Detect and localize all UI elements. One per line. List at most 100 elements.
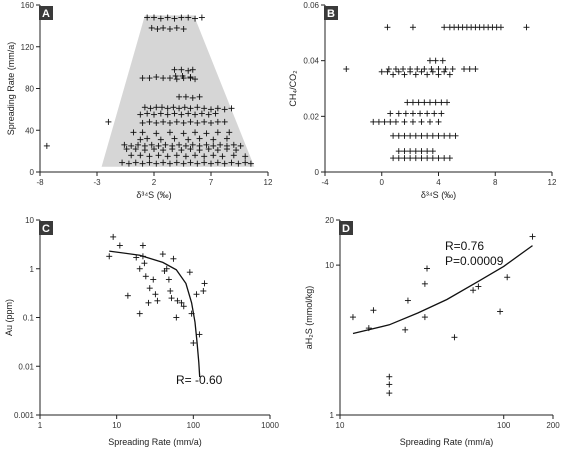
panel-a-point xyxy=(157,110,164,117)
panel-b-point xyxy=(401,148,408,155)
panel-b-point xyxy=(438,99,445,106)
panel-d-point xyxy=(402,326,409,333)
panel-c-point xyxy=(141,260,148,267)
panel-b-point xyxy=(426,118,433,125)
panel-a-y-tick-label: 80 xyxy=(25,85,34,94)
panel-c-point xyxy=(186,269,193,276)
panel-a-point xyxy=(105,118,112,125)
panel-d-point xyxy=(475,283,482,290)
panel-a-point xyxy=(217,141,224,148)
panel-c-point xyxy=(180,303,187,310)
panel-b-point xyxy=(387,118,394,125)
panel-b-point xyxy=(438,110,445,117)
panel-a-point xyxy=(221,160,228,167)
panel-a-point xyxy=(189,141,196,148)
panel-a-point xyxy=(151,111,157,118)
panel-a-x-tick-label: -8 xyxy=(36,178,44,187)
panel-b-point xyxy=(418,118,425,125)
panel-a-point xyxy=(182,93,189,100)
panel-b-point xyxy=(441,68,448,75)
panel-a-point xyxy=(192,15,199,22)
panel-a-point xyxy=(139,75,146,82)
panel-d-point xyxy=(386,390,393,397)
panel-c-point xyxy=(170,255,177,262)
panel-c-point xyxy=(142,273,149,280)
panel-c-point xyxy=(110,233,117,240)
panel-d-point xyxy=(470,287,477,294)
panel-a-point xyxy=(201,159,208,166)
panel-a-point xyxy=(151,14,157,21)
panel-b-point xyxy=(449,66,456,73)
panel-a-point xyxy=(146,75,153,82)
panel-b-point xyxy=(446,155,453,162)
panel-a-point xyxy=(181,104,188,111)
panel-a-point xyxy=(164,105,171,112)
panel-d-point xyxy=(386,381,393,388)
panel-b-point xyxy=(401,132,408,139)
panel-c-point xyxy=(139,253,146,260)
panel-a-y-axis-label: Spreading Rate (mm/a) xyxy=(6,42,16,136)
panel-a-point xyxy=(233,147,240,154)
panel-b-point xyxy=(441,155,448,162)
panel-a-point xyxy=(132,159,139,166)
panel-b-point xyxy=(407,155,414,162)
panel-a-point xyxy=(176,141,183,148)
panel-a-point xyxy=(242,153,249,160)
panel-b-point xyxy=(407,68,414,75)
panel-a-point xyxy=(223,146,230,153)
panel-a-y-tick-label: 0 xyxy=(30,168,35,177)
panel-b-point xyxy=(401,118,408,125)
panel-a-point xyxy=(192,76,199,83)
panel-d-x-tick-label: 10 xyxy=(336,421,345,430)
panel-b-point xyxy=(421,99,428,106)
panel-d-x-tick-label: 200 xyxy=(546,421,560,430)
panel-a-point xyxy=(158,104,165,111)
panel-d-point xyxy=(424,265,431,272)
panel-a-point xyxy=(128,152,135,159)
panel-d-point xyxy=(421,314,428,321)
panel-a-point xyxy=(146,153,153,160)
panel-a-point xyxy=(208,106,214,113)
panel-b-point xyxy=(418,132,425,139)
panel-d-x-tick-label: 100 xyxy=(497,421,511,430)
panel-a-point xyxy=(160,159,167,166)
panel-b-point xyxy=(392,118,399,125)
panel-a-point xyxy=(194,104,201,111)
panel-c-point xyxy=(193,291,200,298)
panel-a-point xyxy=(187,105,194,112)
panel-a-point xyxy=(198,110,205,117)
panel-b-x-tick-label: 12 xyxy=(548,178,557,187)
panel-b-point xyxy=(418,68,425,75)
panel-b-point xyxy=(401,71,408,78)
panel-b-point xyxy=(378,68,385,75)
panel-a-point xyxy=(198,14,205,21)
panel-b-point xyxy=(441,24,448,31)
panel-b-point xyxy=(426,57,433,64)
panel-b-point xyxy=(343,66,350,73)
panel-b-point xyxy=(442,66,449,73)
panel-a-point xyxy=(210,142,217,149)
panel-a-point xyxy=(160,24,167,31)
panel-a-point xyxy=(171,110,178,117)
panel-a-point xyxy=(208,119,214,126)
panel-a-point xyxy=(132,146,139,153)
panel-a-point xyxy=(242,159,249,166)
panel-a-point xyxy=(146,118,153,125)
panel-c-y-tick-label: 0.001 xyxy=(14,411,35,420)
panel-a-point xyxy=(170,104,177,111)
panel-c-point xyxy=(188,310,195,317)
panel-a-shaded-region xyxy=(101,15,255,167)
panel-a-point xyxy=(203,130,210,137)
panel-a-point xyxy=(166,119,173,126)
panel-a-point xyxy=(212,110,219,117)
panel-c-point xyxy=(174,297,181,304)
panel-c-x-axis-label: Spreading Rate (mm/a) xyxy=(108,437,202,447)
panel-a-point xyxy=(208,160,214,167)
panel-a-point xyxy=(141,104,148,111)
panel-a-point xyxy=(164,14,171,21)
panel-b-point xyxy=(384,68,391,75)
panel-c-point xyxy=(116,242,123,249)
panel-b-x-tick-label: 0 xyxy=(380,178,385,187)
panel-c-point xyxy=(163,265,170,272)
panel-b-point xyxy=(375,118,382,125)
